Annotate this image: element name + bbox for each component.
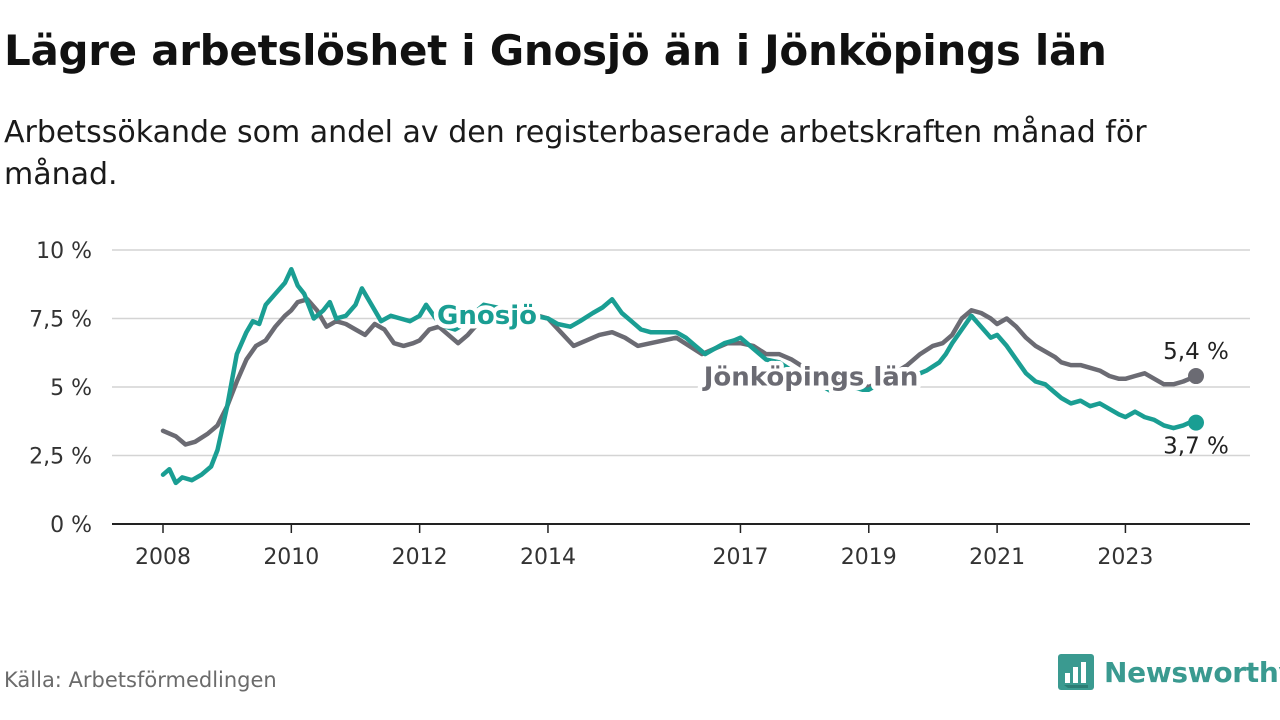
- y-axis-ticks: 0 % 2,5 % 5 % 7,5 % 10 %: [29, 239, 92, 538]
- brand-logo: Newsworthy: [1058, 654, 1280, 690]
- y-tick-label: 5 %: [50, 376, 92, 401]
- x-tick-label: 2023: [1097, 545, 1153, 570]
- series-line-gnosjo: [160, 266, 1199, 486]
- chart-subtitle: Arbetssökande som andel av den registerb…: [4, 115, 1147, 192]
- end-label-gnosjo: 3,7 %: [1163, 434, 1229, 460]
- end-marker-gnosjo: [1188, 414, 1204, 431]
- y-tick-label: 7,5 %: [29, 308, 92, 333]
- series-line-jonkopings-lan: [160, 297, 1199, 447]
- source-note: Källa: Arbetsförmedlingen: [4, 668, 277, 692]
- y-tick-label: 2,5 %: [29, 445, 92, 470]
- grid-lines: [112, 249, 1250, 457]
- x-tick-label: 2008: [135, 545, 191, 570]
- x-tick-label: 2010: [263, 545, 319, 570]
- end-label-jonkopings-lan: 5,4 %: [1163, 339, 1229, 365]
- series-label-gnosjo-halo: Gnosjö: [437, 301, 537, 331]
- x-tick-label: 2014: [520, 545, 576, 570]
- x-tick-label: 2017: [712, 545, 768, 570]
- end-marker-jonkopings-lan: [1188, 368, 1204, 385]
- series-label-jonkopings-lan-halo: Jönköpings län: [702, 363, 919, 393]
- series-label-gnosjo: Gnosjö: [437, 301, 537, 331]
- newsworthy-logo-icon: [1058, 654, 1094, 690]
- x-tick-label: 2021: [969, 545, 1025, 570]
- chart-title: Lägre arbetslöshet i Gnosjö än i Jönköpi…: [4, 26, 1107, 75]
- brand-name: Newsworthy: [1104, 655, 1280, 689]
- y-tick-label: 10 %: [36, 239, 92, 264]
- x-tick-label: 2012: [392, 545, 448, 570]
- line-chart: 0 % 2,5 % 5 % 7,5 % 10 % 2008 2010 2012 2014 201…: [29, 239, 1250, 570]
- x-axis-ticks: 2008 2010 2012 2014 2017 2019 2021 2023: [135, 524, 1153, 570]
- series-label-jonkopings-lan: Jönköpings län: [702, 363, 919, 393]
- series-lines: [160, 266, 1204, 486]
- y-tick-label: 0 %: [50, 513, 92, 538]
- x-tick-label: 2019: [841, 545, 897, 570]
